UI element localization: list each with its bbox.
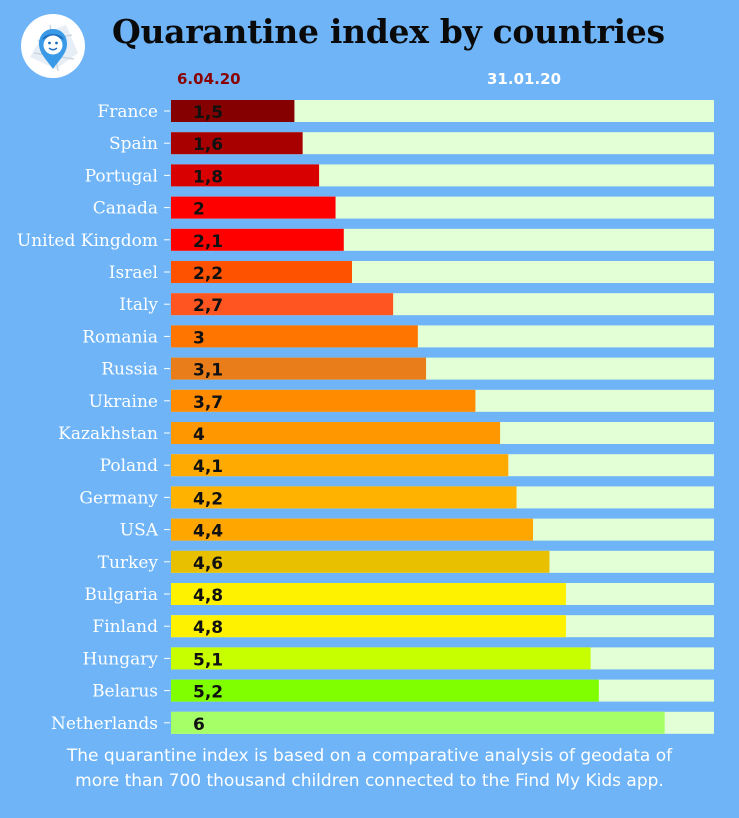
value-label: 3,1 (193, 361, 223, 381)
legend-current-date: 6.04.20 (177, 70, 241, 88)
index-bar (171, 164, 320, 187)
category-label: Russia (101, 360, 158, 380)
category-label: USA (120, 521, 159, 541)
category-label: Finland (92, 617, 158, 637)
index-bar (171, 486, 517, 509)
value-label: 1,5 (193, 103, 223, 123)
index-bar (171, 228, 344, 251)
value-label: 3,7 (193, 393, 223, 413)
value-label: 2,2 (193, 264, 223, 284)
value-label: 4,1 (193, 457, 223, 477)
index-bar (171, 583, 566, 605)
footnote-line-2: more than 700 thousand children connecte… (75, 771, 664, 791)
index-bar (171, 550, 550, 573)
find-my-kids-logo-icon (21, 14, 85, 78)
baseline-bar (171, 132, 714, 155)
category-label: Kazakhstan (58, 424, 158, 444)
category-label: Turkey (98, 553, 159, 573)
value-label: 5,2 (193, 683, 223, 703)
category-label: Canada (93, 199, 158, 219)
index-bar (171, 325, 418, 348)
index-bar (171, 518, 533, 541)
category-label: Belarus (92, 682, 158, 702)
value-label: 2 (193, 200, 205, 220)
index-bar (171, 422, 501, 444)
chart-title: Quarantine index by countries (112, 12, 665, 51)
category-label: Hungary (83, 649, 159, 669)
index-bar (171, 100, 295, 122)
index-bar (171, 196, 336, 219)
category-label: Poland (100, 456, 159, 476)
index-bar (171, 647, 591, 670)
index-bar (171, 357, 427, 380)
value-label: 1,8 (193, 167, 223, 187)
category-label: Netherlands (51, 714, 158, 734)
baseline-bar (171, 100, 714, 122)
category-label: Portugal (85, 166, 158, 186)
value-label: 4,6 (193, 554, 223, 574)
value-label: 4,8 (193, 586, 223, 606)
value-label: 5,1 (193, 650, 223, 670)
value-label: 4,2 (193, 489, 223, 509)
value-label: 4 (193, 425, 205, 445)
category-label: Germany (79, 488, 158, 508)
category-label: Romania (82, 327, 158, 347)
value-label: 4,4 (193, 522, 223, 542)
value-label: 6 (193, 715, 205, 735)
value-label: 4,8 (193, 618, 223, 638)
category-label: Spain (109, 134, 158, 154)
value-label: 1,6 (193, 135, 223, 155)
value-label: 2,1 (193, 232, 223, 252)
category-label: United Kingdom (17, 231, 158, 251)
index-bar (171, 615, 566, 638)
value-label: 2,7 (193, 296, 223, 316)
index-bar (171, 711, 665, 734)
footnote: The quarantine index is based on a compa… (10, 744, 729, 794)
footnote-line-1: The quarantine index is based on a compa… (66, 746, 673, 766)
legend-baseline-date: 31.01.20 (487, 70, 562, 88)
category-label: Ukraine (89, 392, 158, 412)
value-label: 3 (193, 328, 205, 348)
index-bar (171, 261, 352, 283)
category-label: France (97, 102, 158, 122)
category-label: Israel (109, 263, 158, 283)
bar-chart: France 1,5 Spain 1,6 Portugal 1,8 Canada 2 Unite… (17, 100, 714, 735)
category-label: Bulgaria (84, 585, 158, 605)
category-label: Italy (119, 295, 158, 315)
index-bar (171, 132, 303, 155)
index-bar (171, 454, 509, 477)
index-bar (171, 389, 476, 412)
index-bar (171, 679, 599, 702)
index-bar (171, 293, 394, 316)
